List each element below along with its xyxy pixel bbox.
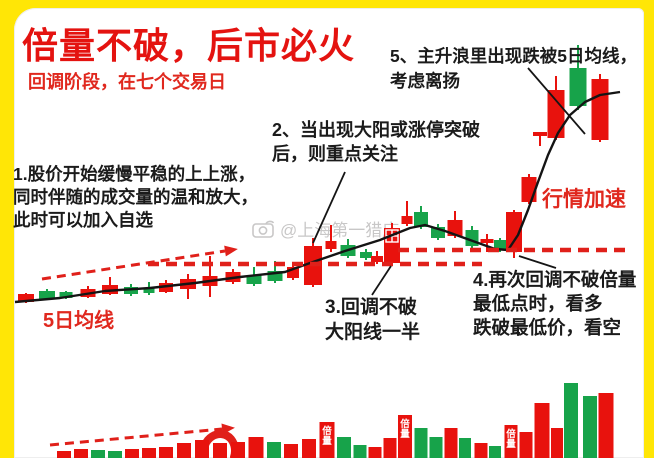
note-4-line-2: 最低点时，看多 bbox=[473, 293, 603, 314]
note-4: 4.再次回调不破倍量 最低点时，看多 跌破最低价，看空 bbox=[473, 268, 636, 340]
weibo-camera-icon bbox=[252, 220, 275, 238]
note-5: 5、主升浪里出现跌被5日均线， 考虑离扬 bbox=[390, 44, 637, 94]
page-title: 倍量不破，后市必火 bbox=[22, 25, 356, 66]
volume-tag: 倍量 bbox=[400, 418, 410, 440]
note-1-line-1: 1.股价开始缓慢平稳的上上涨， bbox=[13, 164, 256, 184]
note-2: 2、当出现大阳或涨停突破 后，则重点关注 bbox=[272, 118, 480, 166]
note-4-line-3: 跌破最低价，看空 bbox=[473, 317, 622, 338]
note-3-line-1: 3.回调不破 bbox=[325, 297, 417, 318]
support-levels-group bbox=[148, 247, 632, 267]
note-3-line-2: 大阳线一半 bbox=[325, 322, 421, 343]
note-2-line-1: 2、当出现大阳或涨停突破 bbox=[272, 120, 481, 140]
pointer-lines-group bbox=[312, 67, 586, 296]
note-1-line-2: 同时伴随的成交量的温和放大， bbox=[13, 187, 258, 207]
watermark-text: @上海第一猎庄 bbox=[280, 221, 400, 240]
volume-tag: 倍量 bbox=[506, 428, 516, 450]
subtitle: 回调阶段，在七个交易日 bbox=[28, 72, 226, 92]
white-panel bbox=[14, 8, 644, 458]
watermark: @上海第一猎庄 bbox=[252, 216, 399, 241]
note-1: 1.股价开始缓慢平稳的上上涨， 同时伴随的成交量的温和放大， 此时可以加入自选 bbox=[13, 163, 258, 232]
accelerate-label: 行情加速 bbox=[542, 188, 626, 211]
ma5-label: 5日均线 bbox=[43, 310, 115, 332]
trend-arrows-group bbox=[41, 245, 238, 447]
note-2-line-2: 后，则重点关注 bbox=[272, 144, 398, 164]
volume-bars-group: 倍量 倍量 倍量 bbox=[57, 383, 614, 458]
note-5-line-2: 考虑离扬 bbox=[390, 71, 460, 91]
note-5-line-1: 5、主升浪里出现跌被5日均线， bbox=[390, 46, 637, 66]
note-1-line-3: 此时可以加入自选 bbox=[13, 210, 153, 230]
volume-tag: 倍量 bbox=[322, 425, 332, 447]
note-4-line-1: 4.再次回调不破倍量 bbox=[473, 269, 637, 290]
ma5-line bbox=[14, 90, 621, 304]
note-3: 3.回调不破 大阳线一半 bbox=[325, 295, 420, 345]
